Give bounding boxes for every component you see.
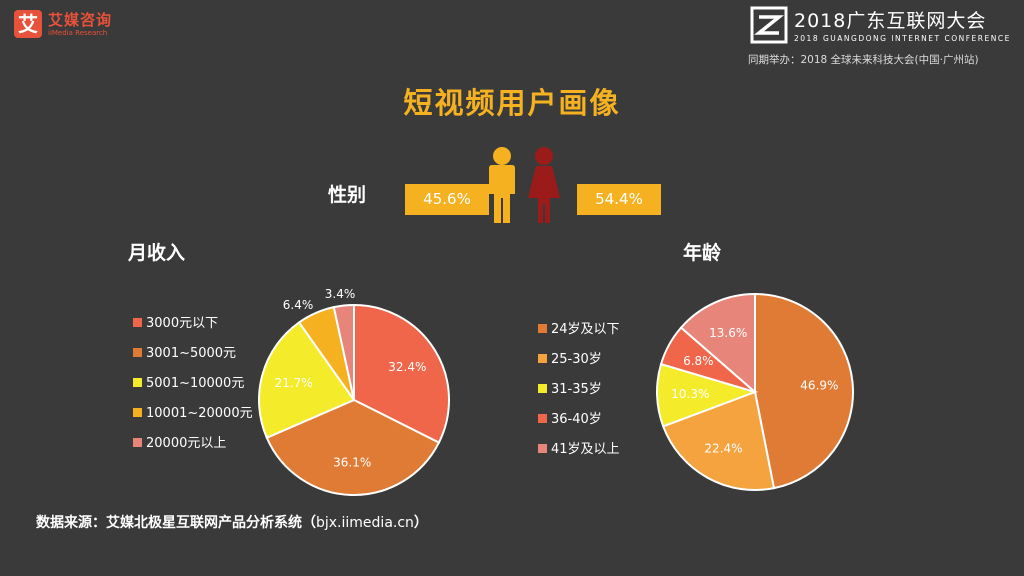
legend-swatch <box>133 408 142 417</box>
legend-item: 3000元以下 <box>133 314 253 334</box>
co-event-text: 同期举办：2018 全球未来科技大会(中国·广州站) <box>748 54 979 66</box>
legend-item: 36-40岁 <box>538 410 620 430</box>
legend-label: 24岁及以下 <box>551 322 620 337</box>
pie-slice <box>754 292 854 490</box>
pie-slice <box>258 321 356 440</box>
page-title: 短视频用户画像 <box>403 86 621 120</box>
legend-item: 10001~20000元 <box>133 404 253 424</box>
pie-data-label: 36.1% <box>333 456 371 470</box>
pie-data-label: 3.4% <box>325 287 356 301</box>
legend-label: 5001~10000元 <box>146 376 245 391</box>
legend-swatch <box>538 324 547 333</box>
pie-data-label: 22.4% <box>704 441 742 455</box>
logo-name: 艾媒咨询 <box>48 11 113 29</box>
legend-item: 24岁及以下 <box>538 320 620 340</box>
legend-swatch <box>133 438 142 447</box>
legend-swatch <box>133 378 142 387</box>
logo-subtitle: iiMedia Research <box>48 29 108 37</box>
pie-slice <box>332 303 355 401</box>
legend-swatch <box>538 414 547 423</box>
legend-swatch <box>133 348 142 357</box>
conference-english-title: 2018 GUANGDONG INTERNET CONFERENCE <box>794 34 1011 43</box>
pie-data-label: 6.8% <box>683 354 714 368</box>
source-url: bjx.iimedia.cn <box>316 515 414 531</box>
female-percentage-box: 54.4% <box>577 184 661 215</box>
legend-item: 20000元以上 <box>133 434 253 454</box>
legend-item: 3001~5000元 <box>133 344 253 364</box>
pie-data-label: 21.7% <box>275 376 313 390</box>
age-section-label: 年龄 <box>683 242 722 264</box>
legend-item: 31-35岁 <box>538 380 620 400</box>
legend-label: 3001~5000元 <box>146 346 237 361</box>
age-legend: 24岁及以下 25-30岁 31-35岁 36-40岁 41岁及以上 <box>538 320 620 470</box>
legend-swatch <box>133 318 142 327</box>
legend-label: 31-35岁 <box>551 382 602 397</box>
pie-slice <box>265 398 441 496</box>
legend-swatch <box>538 384 547 393</box>
pie-data-label: 13.6% <box>709 326 747 340</box>
source-text: 数据来源：艾媒北极星互联网产品分析系统（ <box>36 515 316 531</box>
male-percentage-box: 45.6% <box>405 184 489 215</box>
pie-slice <box>679 292 756 395</box>
pie-data-label: 10.3% <box>671 387 709 401</box>
legend-label: 25-30岁 <box>551 352 602 367</box>
pie-slice <box>353 303 450 444</box>
legend-swatch <box>538 354 547 363</box>
income-pie-chart: 32.4% 36.1% 21.7% 6.4% 3.4% <box>258 287 450 496</box>
source-close: ） <box>413 515 428 531</box>
pie-data-label: 6.4% <box>283 298 314 312</box>
legend-item: 41岁及以上 <box>538 440 620 460</box>
gender-label: 性别 <box>328 184 367 206</box>
legend-item: 5001~10000元 <box>133 374 253 394</box>
pie-data-label: 46.9% <box>800 379 838 393</box>
iimedia-logo-icon: 艾 <box>14 10 42 38</box>
pie-data-label: 32.4% <box>388 360 426 374</box>
legend-label: 36-40岁 <box>551 412 602 427</box>
data-source-note: 数据来源：艾媒北极星互联网产品分析系统（bjx.iimedia.cn） <box>36 512 428 532</box>
male-figure-icon <box>489 147 515 223</box>
age-pie-chart: 46.9% 22.4% 10.3% 6.8% 13.6% <box>656 292 854 491</box>
legend-label: 10001~20000元 <box>146 406 253 421</box>
conference-logo-icon <box>750 6 788 44</box>
conference-title: 2018广东互联网大会 <box>794 10 987 32</box>
legend-swatch <box>538 444 547 453</box>
legend-label: 3000元以下 <box>146 316 219 331</box>
income-section-label: 月收入 <box>128 242 186 264</box>
legend-label: 41岁及以上 <box>551 442 620 457</box>
legend-item: 25-30岁 <box>538 350 620 370</box>
female-figure-icon <box>528 147 560 223</box>
income-legend: 3000元以下 3001~5000元 5001~10000元 10001~20000元… <box>133 314 253 464</box>
legend-label: 20000元以上 <box>146 436 227 451</box>
